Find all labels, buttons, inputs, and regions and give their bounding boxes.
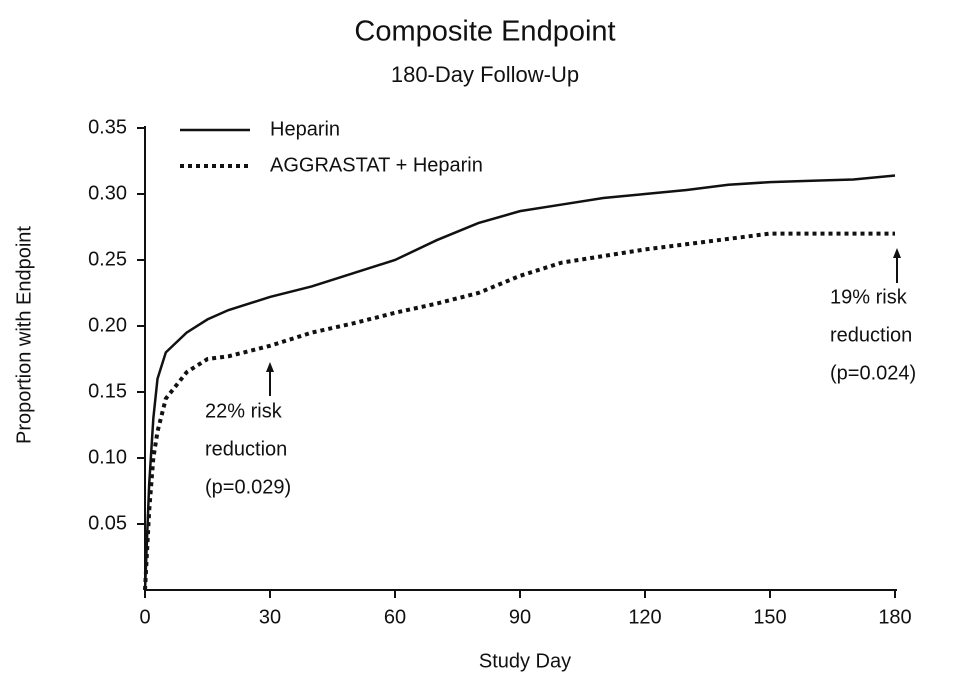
annotation: (p=0.029) bbox=[205, 476, 291, 498]
y-tick-label: 0.05 bbox=[88, 512, 127, 534]
chart-title: Composite Endpoint bbox=[354, 16, 615, 48]
x-tick-label: 90 bbox=[509, 606, 531, 628]
y-axis-label: Proportion with Endpoint bbox=[13, 226, 35, 444]
chart-subtitle: 180-Day Follow-Up bbox=[391, 62, 579, 87]
data-line bbox=[143, 231, 895, 591]
legend-label: Heparin bbox=[270, 118, 340, 140]
y-tick-label: 0.15 bbox=[88, 380, 127, 402]
annotation: reduction bbox=[830, 324, 912, 346]
x-tick-label: 60 bbox=[384, 606, 406, 628]
data-line bbox=[143, 174, 896, 591]
y-tick-label: 0.10 bbox=[88, 446, 127, 468]
x-axis-label: Study Day bbox=[479, 650, 571, 672]
legend-label: AGGRASTAT + Heparin bbox=[270, 154, 483, 176]
y-tick-label: 0.20 bbox=[88, 314, 127, 336]
y-tick-label: 0.35 bbox=[88, 116, 127, 138]
annotation: reduction bbox=[205, 438, 287, 460]
annotation-arrowhead bbox=[266, 362, 274, 372]
annotation: 19% risk bbox=[830, 286, 908, 308]
annotation: 22% risk bbox=[205, 400, 283, 422]
x-tick-label: 180 bbox=[878, 606, 911, 628]
x-tick-label: 30 bbox=[259, 606, 281, 628]
annotation-arrowhead bbox=[893, 248, 901, 258]
y-tick-label: 0.25 bbox=[88, 248, 127, 270]
x-tick-label: 150 bbox=[753, 606, 786, 628]
x-tick-label: 120 bbox=[628, 606, 661, 628]
y-tick-label: 0.30 bbox=[88, 182, 127, 204]
x-tick-label: 0 bbox=[139, 606, 150, 628]
annotation: (p=0.024) bbox=[830, 362, 916, 384]
